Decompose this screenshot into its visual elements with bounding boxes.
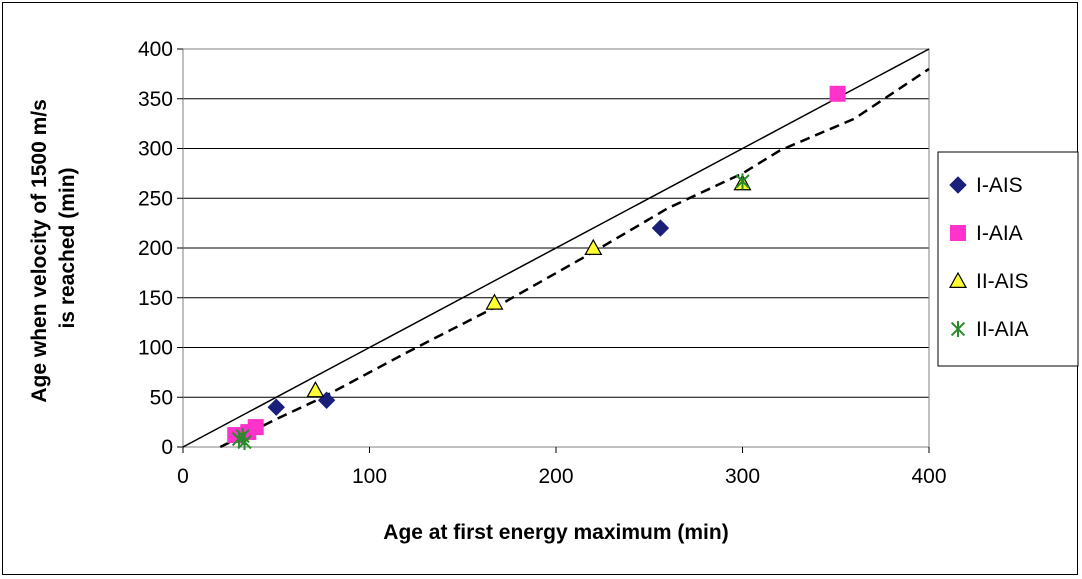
legend-label: II-AIS [976,270,1029,293]
data-point-i-aia [829,85,846,102]
x-tick-label: 300 [725,465,760,488]
lines [182,48,930,449]
legend-label: I-AIS [976,174,1023,197]
data-point-ii-ais [306,381,325,398]
y-tick-label: 300 [138,138,173,161]
y-tick-label: 150 [138,287,173,310]
y-tick-label: 100 [138,337,173,360]
x-tick-label: 0 [177,465,189,488]
x-tick-label: 400 [911,465,946,488]
reference-line [182,48,930,448]
y-tick-label: 350 [138,88,173,111]
y-axis-title-line-2: is reached (min) [56,167,79,328]
data-point-ii-ais [584,238,603,255]
y-tick-label: 400 [138,38,173,61]
data-points [227,85,846,451]
legend-marker-i-ais [949,176,967,194]
y-axis-title: Age when velocity of 1500 m/s is reached… [28,93,79,402]
data-point-ii-aia [735,173,750,190]
data-point-i-aia [247,419,264,436]
data-point-i-ais [267,398,285,416]
data-point-i-ais [651,219,670,237]
data-point-ii-ais [485,293,504,310]
x-tick-label: 100 [352,465,387,488]
trend-line [219,67,930,449]
x-axis-title: Age at first energy maximum (min) [383,521,728,544]
legend-marker-ii-ais [948,271,968,288]
data-point-ii-aia [235,428,250,445]
y-axis-title-line-1: Age when velocity of 1500 m/s [28,99,51,402]
y-tick-label: 50 [150,386,173,409]
legend-marker-i-aia [950,225,966,241]
legend-label: I-AIA [976,222,1023,245]
axis-ticks: 0 50 100 150 200 250 300 350 400 0 100 200 300 400 [138,38,947,488]
legend-marker-ii-aia [950,321,966,337]
legend-label: II-AIA [976,318,1029,341]
legend: I-AIS I-AIA II-AIS II-AIA [937,151,1079,367]
x-tick-label: 200 [538,465,573,488]
y-tick-label: 0 [161,436,173,459]
y-tick-label: 200 [138,237,173,260]
y-tick-label: 250 [138,187,173,210]
